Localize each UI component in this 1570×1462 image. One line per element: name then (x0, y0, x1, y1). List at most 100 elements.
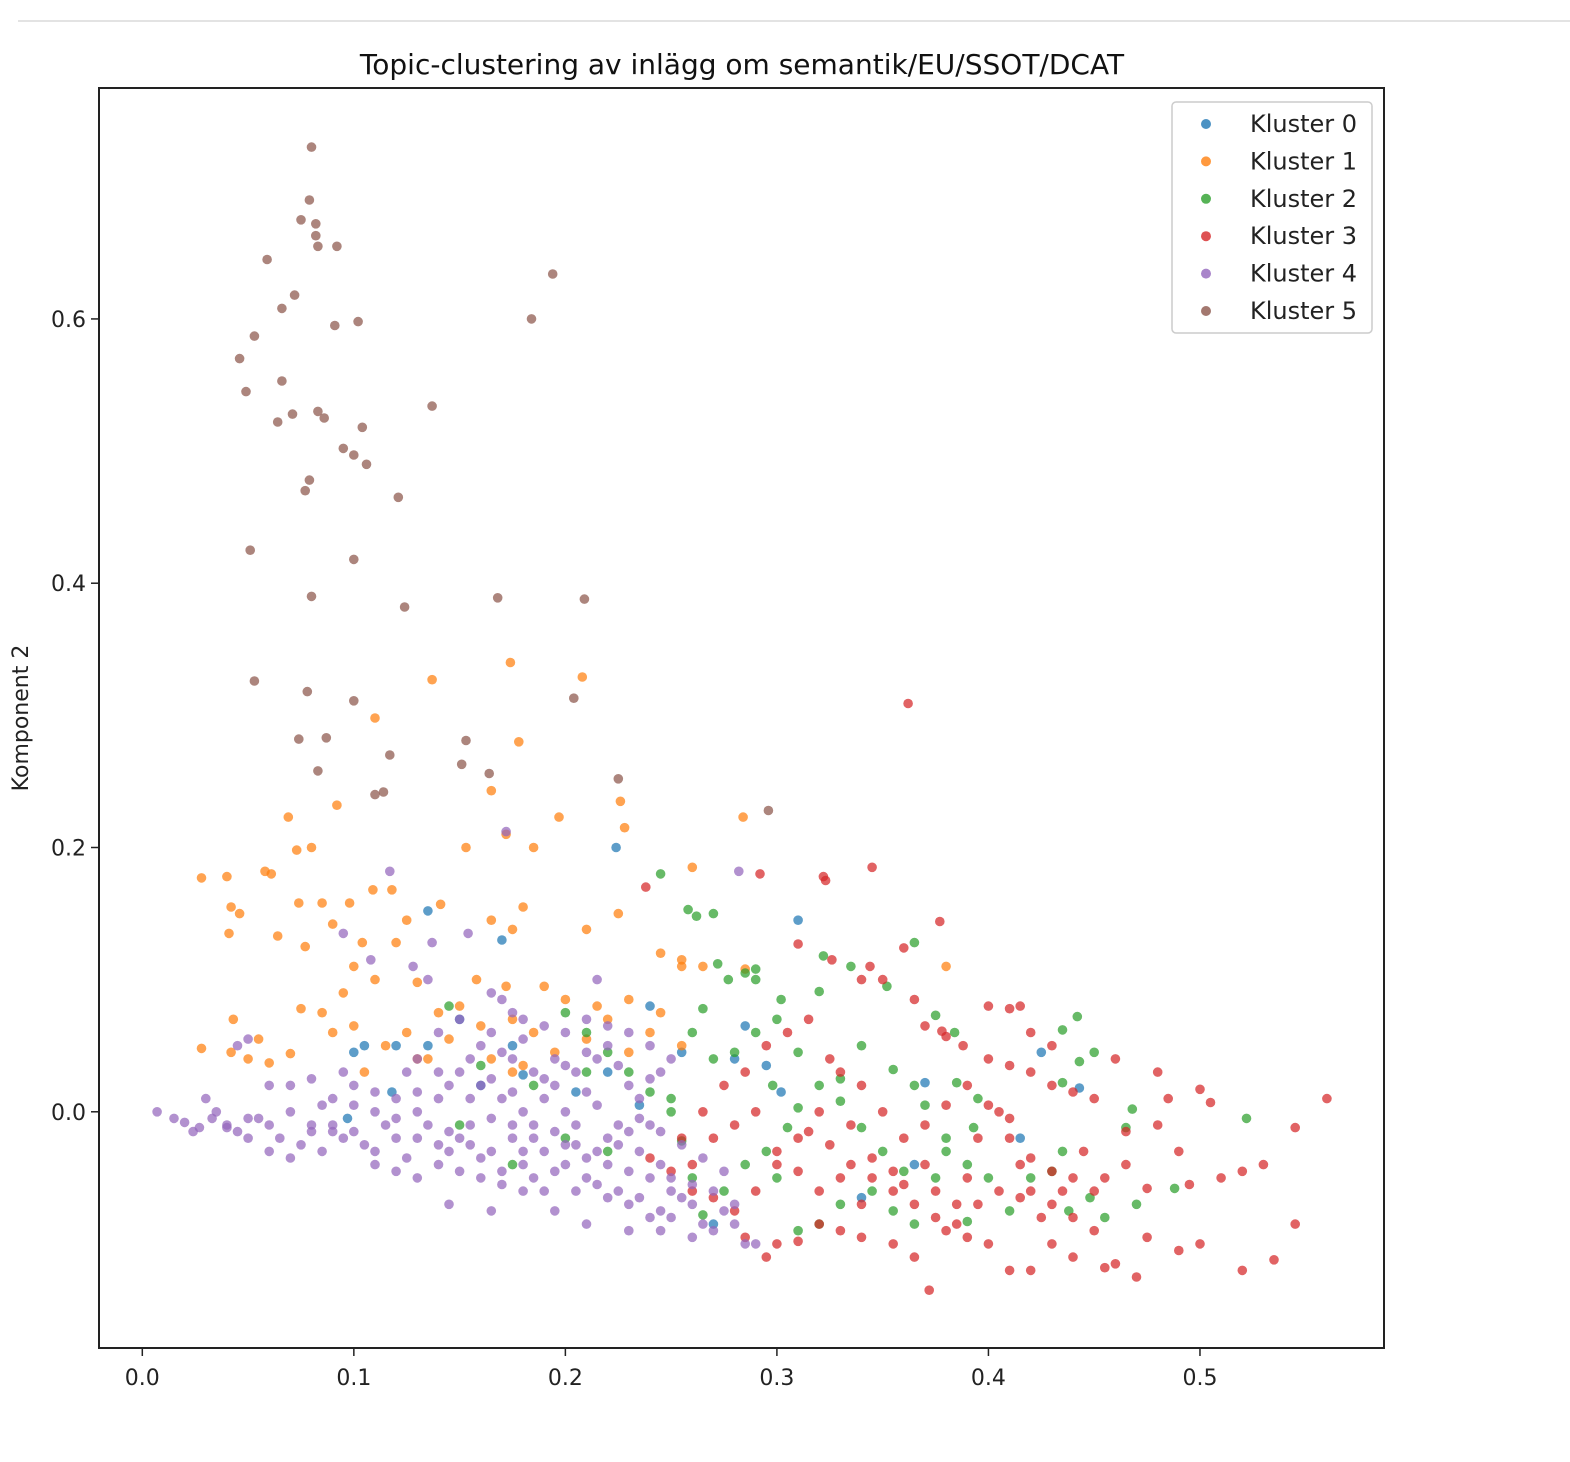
data-point (486, 1113, 497, 1124)
plot-area-frame (98, 87, 1385, 1349)
data-point (550, 1166, 560, 1177)
data-point (846, 961, 856, 972)
data-point (666, 1093, 676, 1104)
data-point (655, 948, 666, 958)
data-point (444, 1080, 454, 1091)
data-point (471, 974, 482, 985)
data-point (433, 1067, 444, 1077)
data-point (370, 713, 380, 723)
data-point (1163, 1093, 1173, 1104)
data-point (234, 908, 245, 919)
data-point (370, 789, 380, 800)
data-point (550, 1054, 560, 1064)
data-point (338, 1133, 349, 1143)
data-point (602, 1159, 613, 1170)
legend-marker (1201, 268, 1211, 279)
data-point (856, 1122, 867, 1133)
x-tick-label: 0.3 (759, 1366, 794, 1391)
data-point (349, 696, 359, 706)
data-point (776, 1087, 786, 1097)
data-point (507, 1067, 518, 1077)
data-point (793, 1047, 803, 1058)
data-point (497, 1179, 507, 1190)
data-point (1025, 1067, 1036, 1077)
data-point (514, 737, 524, 747)
data-point (687, 1173, 698, 1183)
data-point (497, 935, 507, 945)
data-point (645, 1040, 655, 1051)
data-point (772, 1014, 782, 1025)
data-point (655, 1126, 666, 1137)
legend-items: Kluster 0 Kluster 1 Kluster 2 Kluster 3 Klus… (1201, 110, 1357, 325)
data-point (772, 1146, 782, 1157)
data-point (289, 290, 300, 300)
data-point (262, 254, 272, 265)
data-point (300, 485, 311, 496)
data-point (454, 1166, 465, 1177)
data-point (423, 974, 433, 985)
data-point (357, 937, 368, 948)
data-point (655, 869, 666, 879)
data-point (740, 968, 750, 978)
y-tick-label: 0.6 (51, 308, 86, 333)
data-point (909, 1219, 920, 1229)
data-point (581, 1047, 592, 1058)
data-point (463, 928, 473, 939)
data-point (300, 941, 311, 952)
data-point (518, 1159, 528, 1170)
data-point (655, 1159, 666, 1170)
data-point (253, 1113, 264, 1124)
data-point (683, 904, 693, 915)
legend: Kluster 0 Kluster 1 Kluster 2 Kluster 3 Klus… (1171, 101, 1373, 334)
data-point (357, 422, 368, 433)
data-point (899, 1179, 909, 1190)
data-point (1142, 1232, 1152, 1243)
data-point (645, 1087, 655, 1097)
data-point (740, 1159, 750, 1170)
points-layer (152, 142, 1332, 1295)
data-point (370, 1159, 380, 1170)
data-point (1057, 1186, 1068, 1196)
data-point (412, 1173, 423, 1183)
data-point (930, 1186, 941, 1196)
data-point (1057, 1146, 1068, 1157)
data-point (408, 961, 418, 972)
data-point (550, 1126, 560, 1137)
data-point (1089, 1225, 1099, 1236)
data-point (359, 1040, 370, 1051)
data-point (338, 988, 349, 998)
data-point (624, 994, 634, 1005)
data-point (1025, 1153, 1036, 1163)
data-point (676, 1133, 687, 1143)
data-point (772, 1239, 782, 1249)
data-point (782, 1122, 793, 1133)
data-point (930, 1010, 941, 1021)
data-point (592, 1100, 602, 1110)
data-point (761, 1146, 772, 1157)
data-point (370, 1107, 380, 1117)
data-point (761, 1060, 772, 1071)
data-point (277, 303, 287, 314)
data-point (951, 1199, 962, 1210)
data-point (285, 1153, 296, 1163)
data-point (1025, 1027, 1036, 1038)
data-point (899, 943, 909, 953)
data-point (277, 376, 287, 386)
data-point (380, 1120, 391, 1130)
data-point (321, 733, 332, 743)
data-point (401, 915, 412, 925)
data-point (793, 915, 803, 925)
data-point (296, 1140, 306, 1150)
data-point (461, 735, 471, 746)
data-point (476, 1060, 486, 1071)
data-point (391, 1113, 401, 1124)
data-point (719, 1206, 729, 1216)
data-point (454, 1001, 465, 1011)
data-point (581, 1034, 592, 1044)
data-point (1322, 1093, 1332, 1104)
data-point (207, 1113, 217, 1124)
data-point (306, 1126, 317, 1137)
data-point (245, 545, 255, 555)
data-point (1057, 1025, 1068, 1035)
data-point (311, 219, 321, 229)
